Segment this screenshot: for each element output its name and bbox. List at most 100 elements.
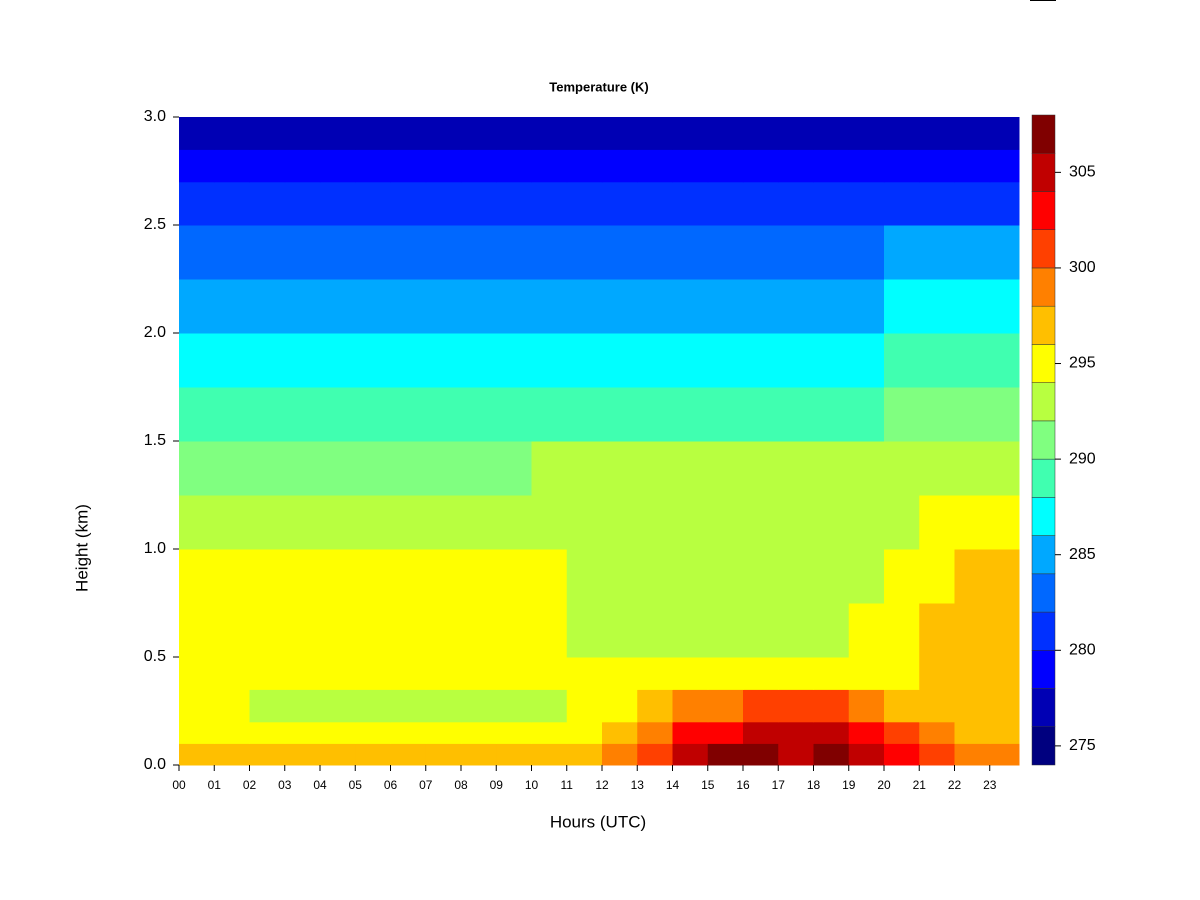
cell: [601, 333, 638, 388]
cell: [531, 441, 568, 496]
cell: [249, 441, 286, 496]
cell: [425, 495, 462, 550]
cell: [460, 387, 497, 442]
cell: [989, 743, 1020, 766]
cell: [813, 333, 850, 388]
cell: [531, 225, 568, 280]
cell: [848, 225, 885, 280]
cell: [707, 721, 744, 744]
cell: [848, 117, 885, 150]
x-tick-label: 12: [595, 778, 609, 792]
cell: [355, 279, 391, 334]
cell: [672, 333, 709, 388]
cell: [672, 721, 709, 744]
cell: [883, 549, 920, 604]
cell: [355, 181, 391, 226]
cell: [672, 181, 709, 226]
cell: [637, 689, 673, 723]
cell: [390, 549, 427, 604]
cell: [883, 603, 920, 658]
cell: [460, 743, 497, 766]
cell: [249, 279, 286, 334]
cell: [672, 225, 709, 280]
cell: [179, 721, 215, 744]
cell: [425, 225, 462, 280]
cell: [742, 495, 779, 550]
cell: [390, 181, 427, 226]
y-tick-label: 1.5: [144, 432, 166, 449]
cell: [601, 603, 638, 658]
cell: [460, 689, 497, 723]
cell: [390, 721, 427, 744]
cell: [707, 441, 744, 496]
cell: [601, 181, 638, 226]
cell: [919, 689, 955, 723]
cell: [637, 495, 673, 550]
cell: [425, 149, 462, 183]
colorbar-band: [1031, 573, 1056, 613]
cell: [672, 657, 709, 690]
cell: [425, 549, 462, 604]
cell: [989, 225, 1020, 280]
cell: [390, 657, 427, 690]
cell: [601, 743, 638, 766]
cell: [778, 225, 814, 280]
cell: [214, 333, 250, 388]
cell: [284, 149, 321, 183]
cell: [531, 149, 568, 183]
cell: [813, 149, 850, 183]
cell: [707, 387, 744, 442]
cell: [249, 549, 286, 604]
cell: [425, 279, 462, 334]
cell: [813, 441, 850, 496]
cell: [460, 549, 497, 604]
cell: [601, 279, 638, 334]
cell: [601, 149, 638, 183]
cell: [179, 603, 215, 658]
cell: [390, 387, 427, 442]
cell: [531, 689, 568, 723]
cell: [742, 743, 779, 766]
colorbar-band: [1031, 535, 1056, 575]
cell: [778, 117, 814, 150]
x-tick-label: 13: [631, 778, 645, 792]
cell: [954, 603, 991, 658]
cell: [531, 333, 568, 388]
cell: [496, 441, 532, 496]
y-tick-label: 0.5: [144, 648, 166, 665]
cell: [742, 279, 779, 334]
x-tick-label: 14: [666, 778, 680, 792]
cell: [989, 603, 1020, 658]
cell: [848, 721, 885, 744]
cell: [390, 117, 427, 150]
cell: [284, 387, 321, 442]
cell: [637, 603, 673, 658]
cell: [637, 721, 673, 744]
cell: [883, 181, 920, 226]
cell: [319, 743, 356, 766]
cell: [989, 333, 1020, 388]
cell: [566, 657, 603, 690]
cell: [601, 657, 638, 690]
cell: [707, 279, 744, 334]
cell: [390, 743, 427, 766]
cell: [707, 603, 744, 658]
x-tick-label: 10: [525, 778, 539, 792]
colorbar-band: [1031, 152, 1056, 192]
cell: [707, 225, 744, 280]
cell: [214, 279, 250, 334]
cell: [672, 743, 709, 766]
cell: [637, 279, 673, 334]
cell: [284, 689, 321, 723]
x-tick-label: 02: [243, 778, 257, 792]
cell: [813, 743, 850, 766]
y-tick-label: 2.5: [144, 216, 166, 233]
cell: [284, 279, 321, 334]
x-tick-label: 11: [561, 778, 574, 792]
colorbar-tick-label: 295: [1069, 355, 1096, 372]
cell: [954, 743, 991, 766]
cell: [496, 689, 532, 723]
cell: [672, 279, 709, 334]
cell: [637, 549, 673, 604]
cell: [989, 181, 1020, 226]
